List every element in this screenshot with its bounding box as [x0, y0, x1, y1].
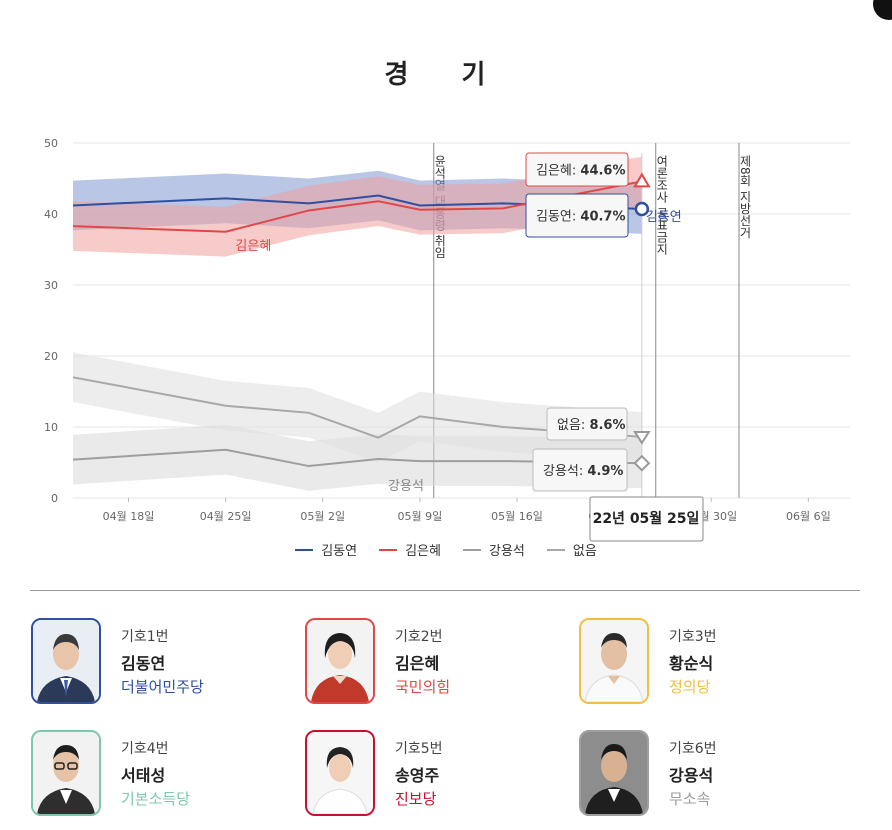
candidate-name: 황순식 [669, 654, 714, 673]
event-label: 여론조사 공표금지 [655, 155, 669, 255]
tooltip-layer: 김은혜: 44.6% 김동연: 40.7% 없음: 8.6% 강용석: 4.9% 22년… [525, 152, 704, 542]
marker-triangle [633, 172, 651, 188]
candidate-name: 서태성 [121, 766, 166, 785]
candidate-party: 진보당 [395, 790, 437, 808]
candidate-party: 기본소득당 [121, 790, 191, 808]
x-tick-label: 05월 9일 [398, 509, 443, 523]
legend-item-kimdy[interactable]: 김동연 [295, 540, 357, 559]
candidate-number: 기호3번 [669, 629, 717, 645]
marker-circle [634, 201, 650, 217]
tooltip-kimeh: 김은혜: 44.6% [525, 152, 629, 187]
series-line [72, 180, 643, 233]
candidate-avatar [31, 730, 101, 816]
x-tick-label: 05월 2일 [300, 509, 345, 523]
candidate-party: 정의당 [669, 678, 711, 696]
candidate-name: 송영주 [395, 766, 440, 785]
candidate-avatar [579, 730, 649, 816]
candidate-card-5[interactable]: 기호5번 송영주 진보당 [305, 730, 555, 820]
candidate-avatar [305, 618, 375, 704]
y-tick-label: 30 [44, 279, 58, 292]
candidate-number: 기호6번 [669, 741, 717, 757]
legend-item-none[interactable]: 없음 [546, 540, 597, 559]
candidate-card-2[interactable]: 기호2번 김은혜 국민의힘 [305, 618, 555, 708]
inline-label: 김동연 [646, 210, 682, 225]
y-tick-label: 40 [44, 208, 58, 221]
chart-title: 경 기 [384, 60, 508, 90]
y-tick-label: 50 [44, 137, 58, 150]
confidence-band [73, 352, 642, 463]
section-divider [30, 590, 860, 591]
candidate-card-6[interactable]: 기호6번 강용석 무소속 [579, 730, 829, 820]
candidate-avatar [305, 730, 375, 816]
tooltip-box [525, 193, 629, 238]
candidate-number: 기호1번 [121, 629, 169, 645]
legend-label: 강용석 [488, 544, 525, 559]
tooltip-text: 김동연: 40.7% [536, 210, 626, 225]
legend-swatch [379, 548, 398, 551]
legend-label: 없음 [572, 544, 597, 559]
candidate-avatar [579, 618, 649, 704]
tooltip-text: 강용석: 4.9% [543, 464, 623, 479]
marker-diamond [633, 454, 651, 472]
chart-legend: 김동연 김은혜 강용석 없음 [0, 540, 892, 559]
date-box [589, 496, 704, 542]
poll-chart: 0 10 20 30 40 50 04월 18일 04월 25일 05월 2일 05월 9일 05월… [44, 137, 850, 542]
y-tick-label: 0 [51, 492, 58, 505]
candidate-card-4[interactable]: 기호4번 서태성 기본소득당 [31, 730, 281, 820]
candidate-name: 강용석 [669, 766, 714, 785]
x-tick-label: 04월 25일 [200, 509, 252, 523]
line-layer [72, 180, 643, 468]
tooltip-kimdy: 김동연: 40.7% [525, 193, 629, 238]
y-tick-label: 20 [44, 350, 58, 363]
legend-label: 김은혜 [405, 544, 441, 559]
candidate-number: 기호5번 [395, 741, 443, 757]
corner-badge [873, 0, 892, 20]
candidate-avatar [31, 618, 101, 704]
candidate-card-3[interactable]: 기호3번 황순식 정의당 [579, 618, 829, 708]
x-tick-label: 06월 6일 [786, 509, 831, 523]
x-tick-label: 05월 16일 [491, 509, 543, 523]
legend-label: 김동연 [321, 544, 358, 559]
candidate-card-1[interactable]: 기호1번 김동연 더불어민주당 [31, 618, 281, 708]
candidate-name: 김은혜 [395, 654, 440, 673]
tooltip-box [525, 152, 629, 187]
event-label: 제8회 지방선거 [738, 155, 752, 239]
tooltip-box [546, 407, 628, 441]
x-tick-label: 04월 18일 [103, 509, 155, 523]
candidate-number: 기호4번 [121, 741, 169, 757]
tooltip-text: 김은혜: 44.6% [536, 164, 626, 179]
tooltip-kangys: 강용석: 4.9% [532, 448, 628, 492]
legend-item-kangys[interactable]: 강용석 [462, 540, 525, 559]
candidate-name: 김동연 [121, 654, 166, 673]
inline-label: 강용석 [388, 479, 424, 494]
y-tick-label: 10 [44, 421, 58, 434]
legend-item-kimeh[interactable]: 김은혜 [379, 540, 441, 559]
candidate-party: 국민의힘 [395, 678, 451, 696]
legend-swatch [546, 548, 565, 551]
series-line [72, 194, 642, 211]
candidate-party: 더불어민주당 [121, 678, 204, 696]
series-line [72, 376, 642, 439]
inline-label: 김은혜 [235, 239, 271, 254]
legend-swatch [295, 548, 314, 551]
legend-swatch [462, 548, 481, 551]
grid-layer: 0 10 20 30 40 50 04월 18일 04월 25일 05월 2일 05월 9일 05월… [44, 137, 850, 523]
marker-down-triangle [633, 430, 651, 445]
tooltip-text: 없음: 8.6% [557, 418, 626, 433]
series-line [72, 448, 642, 468]
date-text: 22년 05월 25일 [593, 510, 700, 527]
tooltip-date: 22년 05월 25일 [589, 496, 704, 542]
tooltip-box [532, 448, 628, 492]
candidate-party: 무소속 [669, 790, 711, 808]
tooltip-none: 없음: 8.6% [546, 407, 628, 441]
candidate-number: 기호2번 [395, 629, 443, 645]
